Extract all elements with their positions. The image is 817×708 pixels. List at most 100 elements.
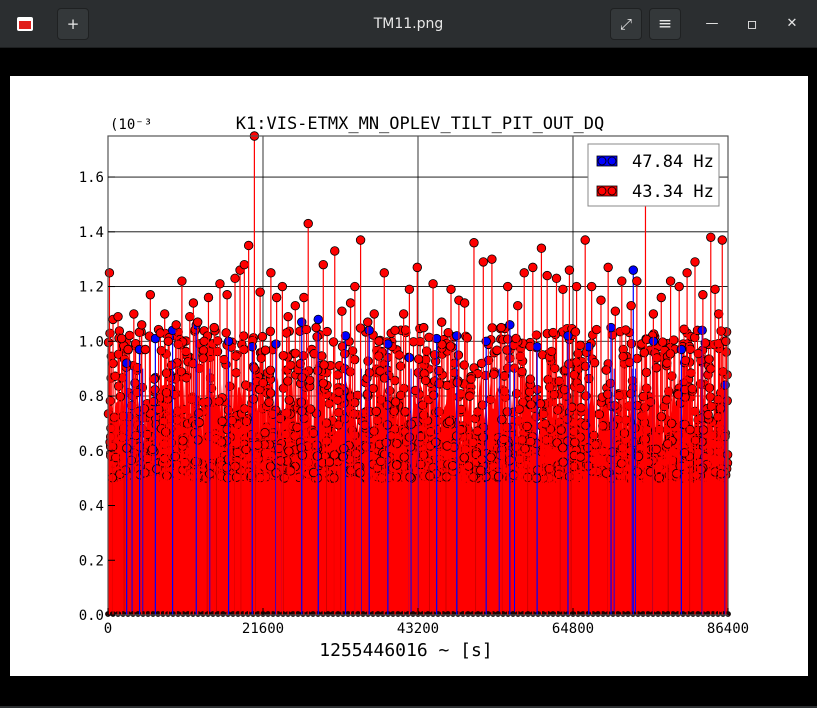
data-point xyxy=(109,412,119,423)
data-point xyxy=(390,397,401,407)
data-point xyxy=(543,374,553,385)
data-point xyxy=(215,279,225,289)
data-point xyxy=(209,322,219,333)
data-point xyxy=(706,232,716,242)
chart-title: K1:VIS-ETMX_MN_OPLEV_TILT_PIT_OUT_DQ xyxy=(236,114,604,134)
data-point xyxy=(313,314,323,325)
data-point xyxy=(570,327,581,337)
baseline-point xyxy=(635,611,641,617)
data-point xyxy=(580,235,590,245)
data-point xyxy=(546,346,557,357)
data-point xyxy=(156,345,167,356)
data-point xyxy=(328,337,339,347)
data-point xyxy=(340,331,351,341)
data-point xyxy=(181,346,191,357)
data-point xyxy=(603,262,613,273)
baseline-point xyxy=(615,611,621,617)
data-point xyxy=(558,284,568,294)
data-point xyxy=(673,389,683,400)
baseline-point xyxy=(620,611,626,617)
data-point xyxy=(584,342,594,352)
series-43-34-hz xyxy=(104,131,731,615)
baseline-point xyxy=(395,611,401,617)
data-point xyxy=(398,309,409,319)
data-point xyxy=(489,369,499,379)
data-point xyxy=(431,333,442,344)
y-tick-label: 1.6 xyxy=(79,170,104,186)
data-point xyxy=(553,405,563,415)
y-tick-label: 1.2 xyxy=(79,280,104,296)
baseline-point xyxy=(220,611,226,617)
title-bar: + TM11.png ⤢ ≡ — ▫ ✕ xyxy=(0,0,817,48)
data-point xyxy=(223,336,234,346)
data-point xyxy=(240,380,251,390)
x-tick-label: 64800 xyxy=(552,621,594,637)
data-point xyxy=(513,301,523,311)
data-point xyxy=(161,368,172,378)
data-point xyxy=(459,298,470,308)
legend-marker xyxy=(607,156,617,166)
data-point xyxy=(669,335,679,345)
data-point xyxy=(575,340,586,351)
data-point xyxy=(364,325,374,336)
baseline-point xyxy=(520,611,526,617)
data-point xyxy=(522,421,532,432)
y-tick-label: 0.2 xyxy=(79,553,104,569)
data-point xyxy=(477,400,488,410)
baseline-point xyxy=(445,611,451,617)
data-point xyxy=(256,353,266,363)
data-point xyxy=(656,292,666,303)
legend: 47.84 Hz 43.34 Hz xyxy=(587,143,720,207)
data-point xyxy=(159,309,170,319)
data-point xyxy=(163,336,173,346)
baseline-point xyxy=(375,611,381,617)
legend-marker xyxy=(607,186,617,196)
data-point xyxy=(639,347,649,358)
data-point xyxy=(171,320,181,330)
data-point xyxy=(241,416,252,427)
data-point xyxy=(408,337,419,347)
baseline-point xyxy=(625,611,631,617)
data-point xyxy=(318,259,328,270)
plus-icon[interactable]: + xyxy=(57,8,89,40)
data-point xyxy=(312,365,323,376)
data-point xyxy=(279,473,290,483)
minimize-icon[interactable]: — xyxy=(705,16,719,31)
data-point xyxy=(203,292,214,303)
data-point xyxy=(217,416,227,426)
hamburger-menu-icon[interactable]: ≡ xyxy=(649,8,681,40)
y-tick-label: 1.0 xyxy=(79,334,104,350)
data-point xyxy=(337,306,347,316)
data-point xyxy=(505,320,515,330)
data-point xyxy=(173,339,183,350)
data-point xyxy=(424,332,434,342)
baseline-point xyxy=(355,611,361,617)
x-tick-label: 43200 xyxy=(397,621,439,637)
data-point xyxy=(542,270,552,281)
data-point xyxy=(374,336,384,346)
data-point xyxy=(415,431,426,442)
fullscreen-icon[interactable]: ⤢ xyxy=(610,8,642,40)
data-point xyxy=(340,349,350,359)
maximize-icon[interactable]: ▫ xyxy=(746,14,758,33)
data-point xyxy=(704,383,715,393)
data-point xyxy=(511,333,521,344)
data-point xyxy=(690,257,700,267)
data-point xyxy=(571,281,582,292)
baseline-point xyxy=(595,611,601,617)
data-point xyxy=(502,345,512,355)
data-point xyxy=(596,295,606,305)
close-icon[interactable]: ✕ xyxy=(786,16,798,31)
data-point xyxy=(535,399,546,409)
data-point xyxy=(720,380,730,390)
data-point xyxy=(290,301,300,311)
baseline-point xyxy=(715,611,721,617)
data-point xyxy=(121,358,132,368)
y-tick-label: 0.6 xyxy=(79,444,104,460)
data-point xyxy=(674,281,684,292)
data-point xyxy=(559,384,570,395)
data-point xyxy=(544,464,555,474)
data-point xyxy=(176,366,186,377)
data-point xyxy=(436,317,447,327)
